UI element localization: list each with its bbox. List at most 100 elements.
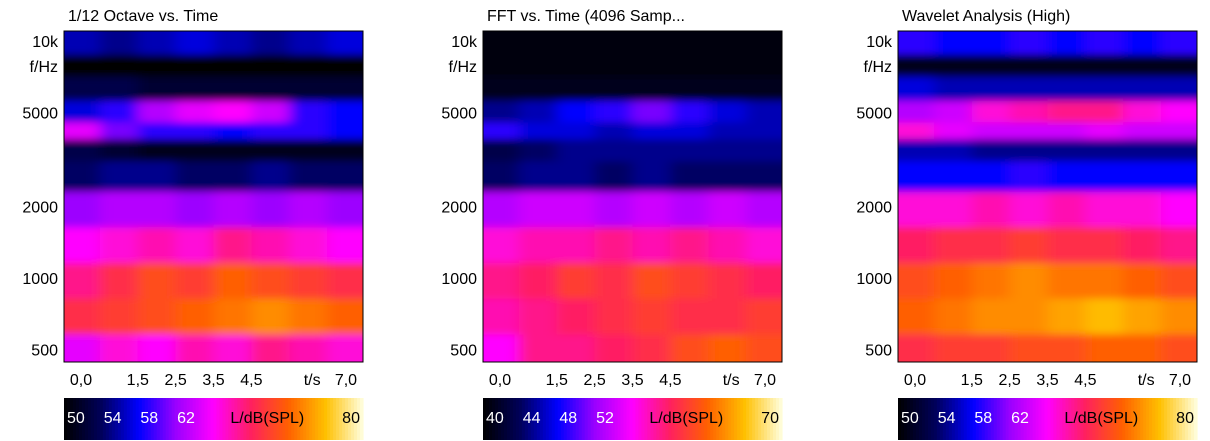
heatmap-cell — [556, 298, 596, 335]
colorbar-segment — [165, 398, 170, 440]
colorbar-segment — [147, 398, 152, 440]
heatmap-cell — [632, 138, 671, 162]
colorbar-segment — [584, 398, 589, 440]
heatmap-cell — [213, 76, 252, 102]
colorbar-segment — [123, 398, 128, 440]
colorbar-segment — [1104, 398, 1108, 440]
colorbar-segment — [1101, 398, 1105, 440]
heatmap-cell — [1047, 138, 1086, 162]
heatmap-cell — [708, 121, 747, 140]
colorbar-segment — [1083, 398, 1087, 440]
colorbar-segment — [276, 398, 280, 440]
colorbar-segment — [483, 398, 487, 440]
heatmap-cell — [632, 76, 671, 102]
heatmap-cell — [708, 298, 747, 335]
colorbar-segment — [156, 398, 161, 440]
heatmap-cell — [933, 76, 973, 102]
heatmap-cell — [64, 31, 101, 55]
heatmap-cell — [518, 191, 558, 228]
heatmap-cell — [746, 100, 782, 123]
colorbar-segment — [722, 398, 726, 440]
colorbar-segment — [114, 398, 119, 440]
plot-frame — [482, 30, 783, 363]
heatmap-cell — [1009, 76, 1048, 102]
colorbar-segment — [749, 398, 753, 440]
heatmap-cell — [251, 226, 290, 263]
heatmap-cell — [99, 191, 139, 228]
heatmap-cell — [99, 333, 139, 362]
heatmap-cell — [137, 76, 177, 102]
heatmap-cell — [1161, 160, 1197, 192]
colorbar-segment — [533, 398, 538, 440]
heatmap-cell — [327, 298, 363, 335]
colorbar-segment — [1122, 398, 1126, 440]
heatmap-cell — [632, 31, 671, 55]
colorbar-segment — [342, 398, 346, 440]
colorbar-segment — [297, 398, 301, 440]
heatmap-cell — [175, 76, 214, 102]
colorbar-segment — [252, 398, 256, 440]
heatmap-cell — [1161, 191, 1197, 228]
colorbar-segment — [168, 398, 173, 440]
colorbar-segment — [273, 398, 277, 440]
heatmap-cell — [594, 138, 633, 162]
heatmap-cell — [1009, 333, 1048, 362]
y-tick-label: 1000 — [856, 271, 892, 288]
colorbar-segment — [219, 398, 224, 440]
heatmap-cell — [64, 333, 101, 362]
colorbar-segment — [78, 398, 83, 440]
heatmap-cell — [1047, 160, 1086, 192]
heatmap-cell — [594, 121, 633, 140]
heatmap-cell — [1123, 262, 1162, 299]
plot-area — [64, 31, 363, 362]
colorbar-segment — [234, 398, 239, 440]
colorbar-segment — [1023, 398, 1028, 440]
heatmap-cell — [556, 121, 596, 140]
heatmap-cell — [746, 298, 782, 335]
heatmap-cell — [483, 333, 520, 362]
heatmap-cell — [933, 31, 973, 55]
colorbar-segment — [1170, 398, 1174, 440]
heatmap-cell — [175, 226, 214, 263]
heatmap-cell — [1047, 121, 1086, 140]
colorbar-segment — [309, 398, 313, 440]
x-tick-label: 4,5 — [1074, 372, 1096, 389]
colorbar-segment — [593, 398, 598, 440]
heatmap-cell — [670, 191, 709, 228]
colorbar-segment — [318, 398, 322, 440]
heatmap-cell — [483, 76, 520, 102]
heatmap-cell — [175, 121, 214, 140]
heatmap-cell — [213, 31, 252, 55]
heatmap-cell — [898, 31, 935, 55]
heatmap-cell — [632, 191, 671, 228]
heatmap-cell — [175, 298, 214, 335]
heatmap-cell — [327, 262, 363, 299]
heatmap-cell — [251, 160, 290, 192]
heatmap-cell — [1009, 100, 1048, 123]
colorbar-segment — [972, 398, 977, 440]
colorbar-tick-label: 80 — [342, 410, 360, 427]
x-tick-label: 7,0 — [1169, 372, 1191, 389]
colorbar-tick-label: 54 — [938, 410, 956, 427]
colorbar-tick-label: 44 — [523, 410, 541, 427]
x-tick-label: 1,5 — [961, 372, 983, 389]
heatmap-cell — [175, 262, 214, 299]
colorbar-segment — [656, 398, 661, 440]
colorbar-segment — [713, 398, 717, 440]
colorbar-segment — [536, 398, 541, 440]
y-tick-label: 5000 — [22, 105, 58, 122]
heatmap-cell — [898, 100, 935, 123]
heatmap-cell — [289, 76, 328, 102]
colorbar-segment — [285, 398, 289, 440]
x-tick-label: 3,5 — [1036, 372, 1058, 389]
colorbar-segment — [69, 398, 74, 440]
heatmap-cell — [64, 298, 101, 335]
heatmap-cell — [213, 298, 252, 335]
colorbar-segment — [1005, 398, 1010, 440]
heatmap-cell — [518, 262, 558, 299]
heatmap-cell — [518, 138, 558, 162]
colorbar-segment — [933, 398, 938, 440]
heatmap-cell — [933, 54, 973, 77]
colorbar-label: L/dB(SPL) — [649, 410, 723, 427]
heatmap-cell — [518, 121, 558, 140]
